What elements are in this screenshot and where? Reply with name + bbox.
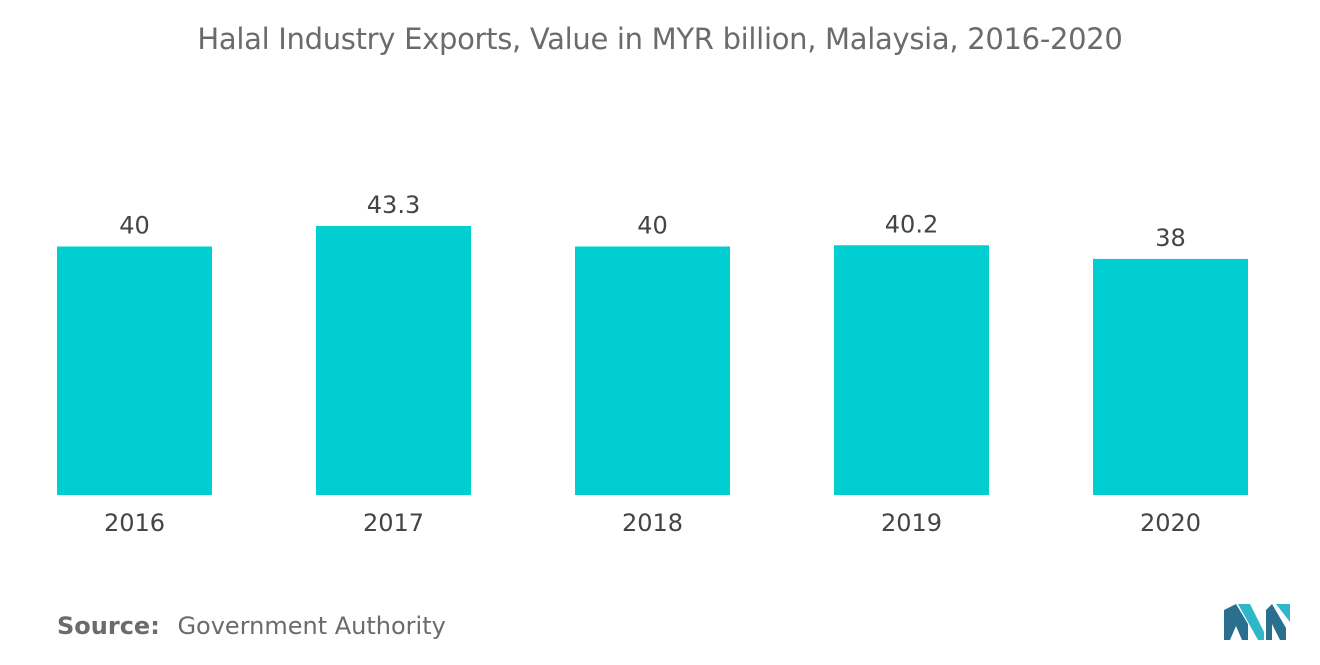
data-label-2018: 40 — [637, 212, 668, 240]
bar-2018 — [575, 246, 730, 495]
bar-2019 — [834, 245, 989, 495]
x-tick-label-2019: 2019 — [881, 509, 942, 537]
bar-2016 — [57, 246, 212, 495]
brand-logo-icon — [1224, 604, 1290, 640]
data-label-2020: 38 — [1155, 224, 1186, 252]
x-tick-label-2016: 2016 — [104, 509, 165, 537]
bar-2017 — [316, 226, 471, 495]
chart-title: Halal Industry Exports, Value in MYR bil… — [197, 22, 1123, 56]
source-label: Source: — [57, 612, 160, 640]
bar-2020 — [1093, 258, 1248, 495]
x-tick-label-2017: 2017 — [363, 509, 424, 537]
x-tick-label-2020: 2020 — [1140, 509, 1201, 537]
data-label-2019: 40.2 — [885, 210, 938, 238]
x-tick-label-2018: 2018 — [622, 509, 683, 537]
data-label-2017: 43.3 — [367, 191, 420, 219]
data-label-2016: 40 — [119, 212, 150, 240]
source-text: Government Authority — [177, 612, 446, 640]
source-note: Source: Government Authority — [57, 612, 446, 640]
